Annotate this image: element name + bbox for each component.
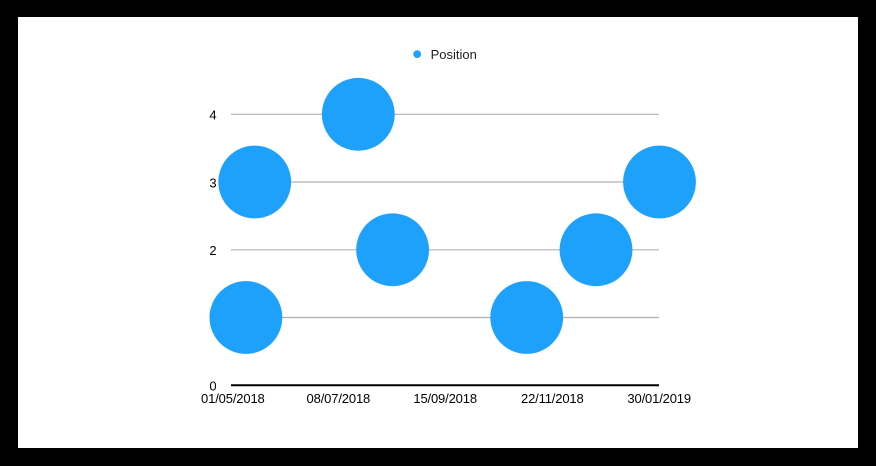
svg-text:4: 4 — [209, 108, 216, 123]
svg-text:2: 2 — [209, 243, 216, 258]
svg-text:3: 3 — [209, 175, 216, 190]
svg-text:01/05/2018: 01/05/2018 — [201, 391, 265, 406]
svg-text:Position: Position — [431, 47, 477, 62]
svg-text:08/07/2018: 08/07/2018 — [307, 391, 371, 406]
svg-text:30/01/2019: 30/01/2019 — [627, 391, 691, 406]
svg-text:15/09/2018: 15/09/2018 — [413, 391, 477, 406]
svg-text:0: 0 — [209, 379, 216, 394]
svg-text:22/11/2018: 22/11/2018 — [521, 391, 584, 406]
